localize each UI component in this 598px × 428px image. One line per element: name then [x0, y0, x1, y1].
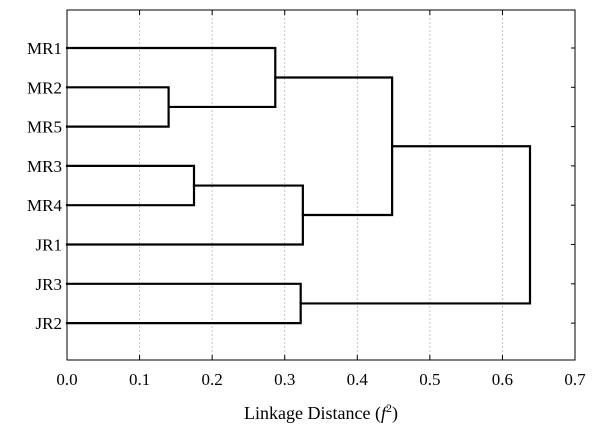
- leaf-label-mr1: MR1: [27, 39, 62, 58]
- leaf-label-jr3: JR3: [36, 275, 62, 294]
- x-axis-label: Linkage Distance (f2): [244, 401, 398, 424]
- dendrogram-links: [65, 46, 532, 325]
- x-axis-label-superscript: 2: [386, 401, 392, 415]
- x-tick-label: 0.2: [202, 370, 223, 389]
- x-axis-ticks: 0.0 0.1 0.2 0.3 0.4 0.5 0.6 0.7: [56, 10, 586, 389]
- link-c6: [274, 76, 394, 217]
- x-tick-label: 0.3: [274, 370, 295, 389]
- leaf-label-jr2: JR2: [36, 314, 62, 333]
- x-axis-label-suffix: ): [392, 403, 398, 424]
- leaf-label-mr5: MR5: [27, 118, 62, 137]
- link-c7: [299, 145, 532, 305]
- x-tick-label: 0.4: [347, 370, 369, 389]
- plot-frame: [66, 9, 576, 361]
- x-tick-label: 0.0: [56, 370, 77, 389]
- link-c3: [65, 46, 277, 109]
- leaf-label-jr1: JR1: [36, 236, 62, 255]
- leaf-labels: MR1 MR2 MR5 MR3 MR4 JR1 JR3 JR2: [27, 39, 62, 333]
- x-axis-label-symbol: f: [381, 403, 389, 423]
- leaf-label-mr2: MR2: [27, 78, 62, 97]
- link-c2: [65, 164, 196, 207]
- x-tick-label: 0.6: [492, 370, 513, 389]
- x-axis-label-prefix: Linkage Distance (: [244, 403, 381, 424]
- x-tick-label: 0.5: [419, 370, 440, 389]
- x-tick-label: 0.1: [129, 370, 150, 389]
- leaf-label-mr3: MR3: [27, 157, 62, 176]
- x-tick-label: 0.7: [564, 370, 586, 389]
- link-c4: [65, 282, 302, 325]
- link-c1: [65, 86, 170, 128]
- leaf-label-mr4: MR4: [27, 196, 62, 215]
- link-c5: [65, 184, 304, 246]
